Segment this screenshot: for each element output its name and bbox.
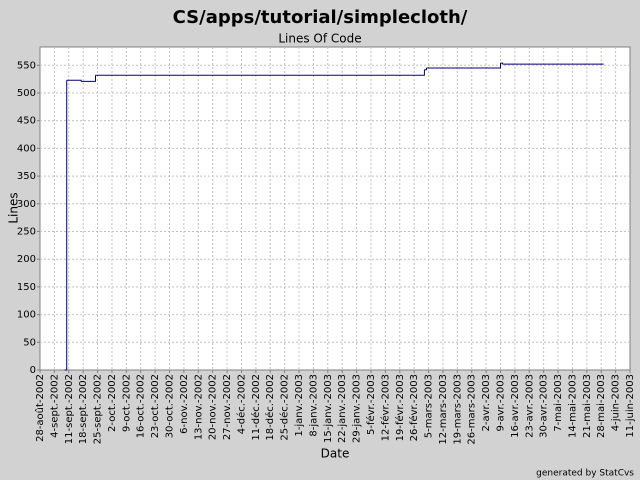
- x-tick-label: 4-juin-2003: [611, 374, 622, 431]
- y-tick-label: 350: [17, 171, 36, 182]
- x-tick-label: 18-déc.-2002: [264, 374, 276, 441]
- y-tick-label: 100: [17, 310, 36, 321]
- x-tick-label: 25-sept.-2002: [93, 374, 104, 444]
- x-tick-label: 19-févr.-2003: [394, 374, 406, 441]
- line-step: [81, 75, 97, 82]
- y-axis-label: Lines: [7, 192, 21, 223]
- line-step: [424, 68, 427, 71]
- x-tick-label: 2-oct.-2002: [107, 374, 118, 432]
- x-tick-label: 16-oct.-2002: [136, 374, 147, 438]
- x-tick-label: 23-avr.-2003: [524, 374, 535, 438]
- x-tick-label: 25-déc.-2002: [279, 374, 291, 441]
- x-tick-label: 29-janv.-2003: [352, 374, 363, 443]
- x-tick-label: 11-sept.-2002: [64, 374, 75, 444]
- x-tick-label: 20-nov.-2002: [208, 374, 219, 440]
- x-tick-label: 30-oct.-2002: [165, 374, 176, 438]
- x-tick-label: 12-févr.-2003: [379, 374, 391, 441]
- x-tick-label: 5-févr.-2003: [365, 374, 377, 435]
- x-tick-label: 7-mai-2003: [553, 374, 564, 432]
- x-tick-label: 14-mai-2003: [567, 374, 578, 438]
- plot-area: [39, 46, 631, 371]
- x-axis-label: Date: [321, 447, 350, 461]
- y-tick-label: 250: [17, 226, 36, 237]
- x-tick-label: 16-avr.-2003: [510, 374, 521, 438]
- x-tick-label: 6-nov.-2002: [179, 374, 190, 434]
- x-tick-label: 4-sept.-2002: [49, 374, 60, 438]
- y-tick-label: 150: [17, 282, 36, 293]
- x-tick-label: 28-août-2002: [34, 374, 46, 442]
- y-tick-label: 400: [17, 143, 36, 154]
- line-step: [426, 63, 501, 69]
- x-tick-label: 18-sept.-2002: [78, 374, 89, 444]
- y-tick-label: 200: [17, 254, 36, 265]
- x-tick-label: 9-oct.-2002: [121, 374, 132, 432]
- x-tick-label: 12-mars-2003: [438, 374, 449, 445]
- x-tick-label: 19-mars-2003: [452, 374, 463, 445]
- x-tick-label: 21-mai-2003: [582, 374, 593, 438]
- x-tick-label: 11-juin-2003: [625, 374, 636, 438]
- x-tick-label: 2-avr.-2003: [481, 374, 492, 431]
- x-tick-label: 28-mai-2003: [596, 374, 607, 438]
- x-tick-label: 1-janv.-2003: [294, 374, 305, 437]
- line-step: [95, 69, 425, 76]
- x-tick-label: 26-mars-2003: [467, 374, 478, 445]
- x-tick-label: 30-avr.-2003: [539, 374, 550, 438]
- x-tick-label: 15-janv.-2003: [323, 374, 334, 443]
- x-tick-label: 27-nov.-2002: [222, 374, 233, 440]
- x-tick-label: 26-févr.-2003: [408, 374, 420, 441]
- x-tick-label: 8-janv.-2003: [308, 374, 319, 437]
- footer: generated by StatCvs: [536, 469, 634, 479]
- x-tick-label: 4-déc.-2002: [235, 374, 247, 434]
- x-tick-label: 22-janv.-2003: [337, 374, 348, 443]
- y-tick-label: 300: [17, 199, 36, 210]
- x-tick-label: 11-déc.-2002: [250, 374, 262, 441]
- x-tick-label: 9-avr.-2003: [495, 374, 506, 431]
- chart-subtitle: Lines Of Code: [278, 32, 361, 46]
- y-tick-label: 500: [17, 88, 36, 99]
- y-tick-label: 450: [17, 116, 36, 127]
- x-tick-label: 5-mars-2003: [424, 374, 435, 438]
- chart-title: CS/apps/tutorial/simplecloth/: [173, 7, 468, 28]
- line-step: [64, 80, 68, 371]
- y-tick-label: 550: [17, 60, 36, 71]
- y-tick-label: 0: [30, 365, 36, 376]
- x-tick-label: 13-nov.-2002: [193, 374, 204, 440]
- y-tick-label: 50: [23, 337, 36, 348]
- x-tick-label: 23-oct.-2002: [150, 374, 161, 438]
